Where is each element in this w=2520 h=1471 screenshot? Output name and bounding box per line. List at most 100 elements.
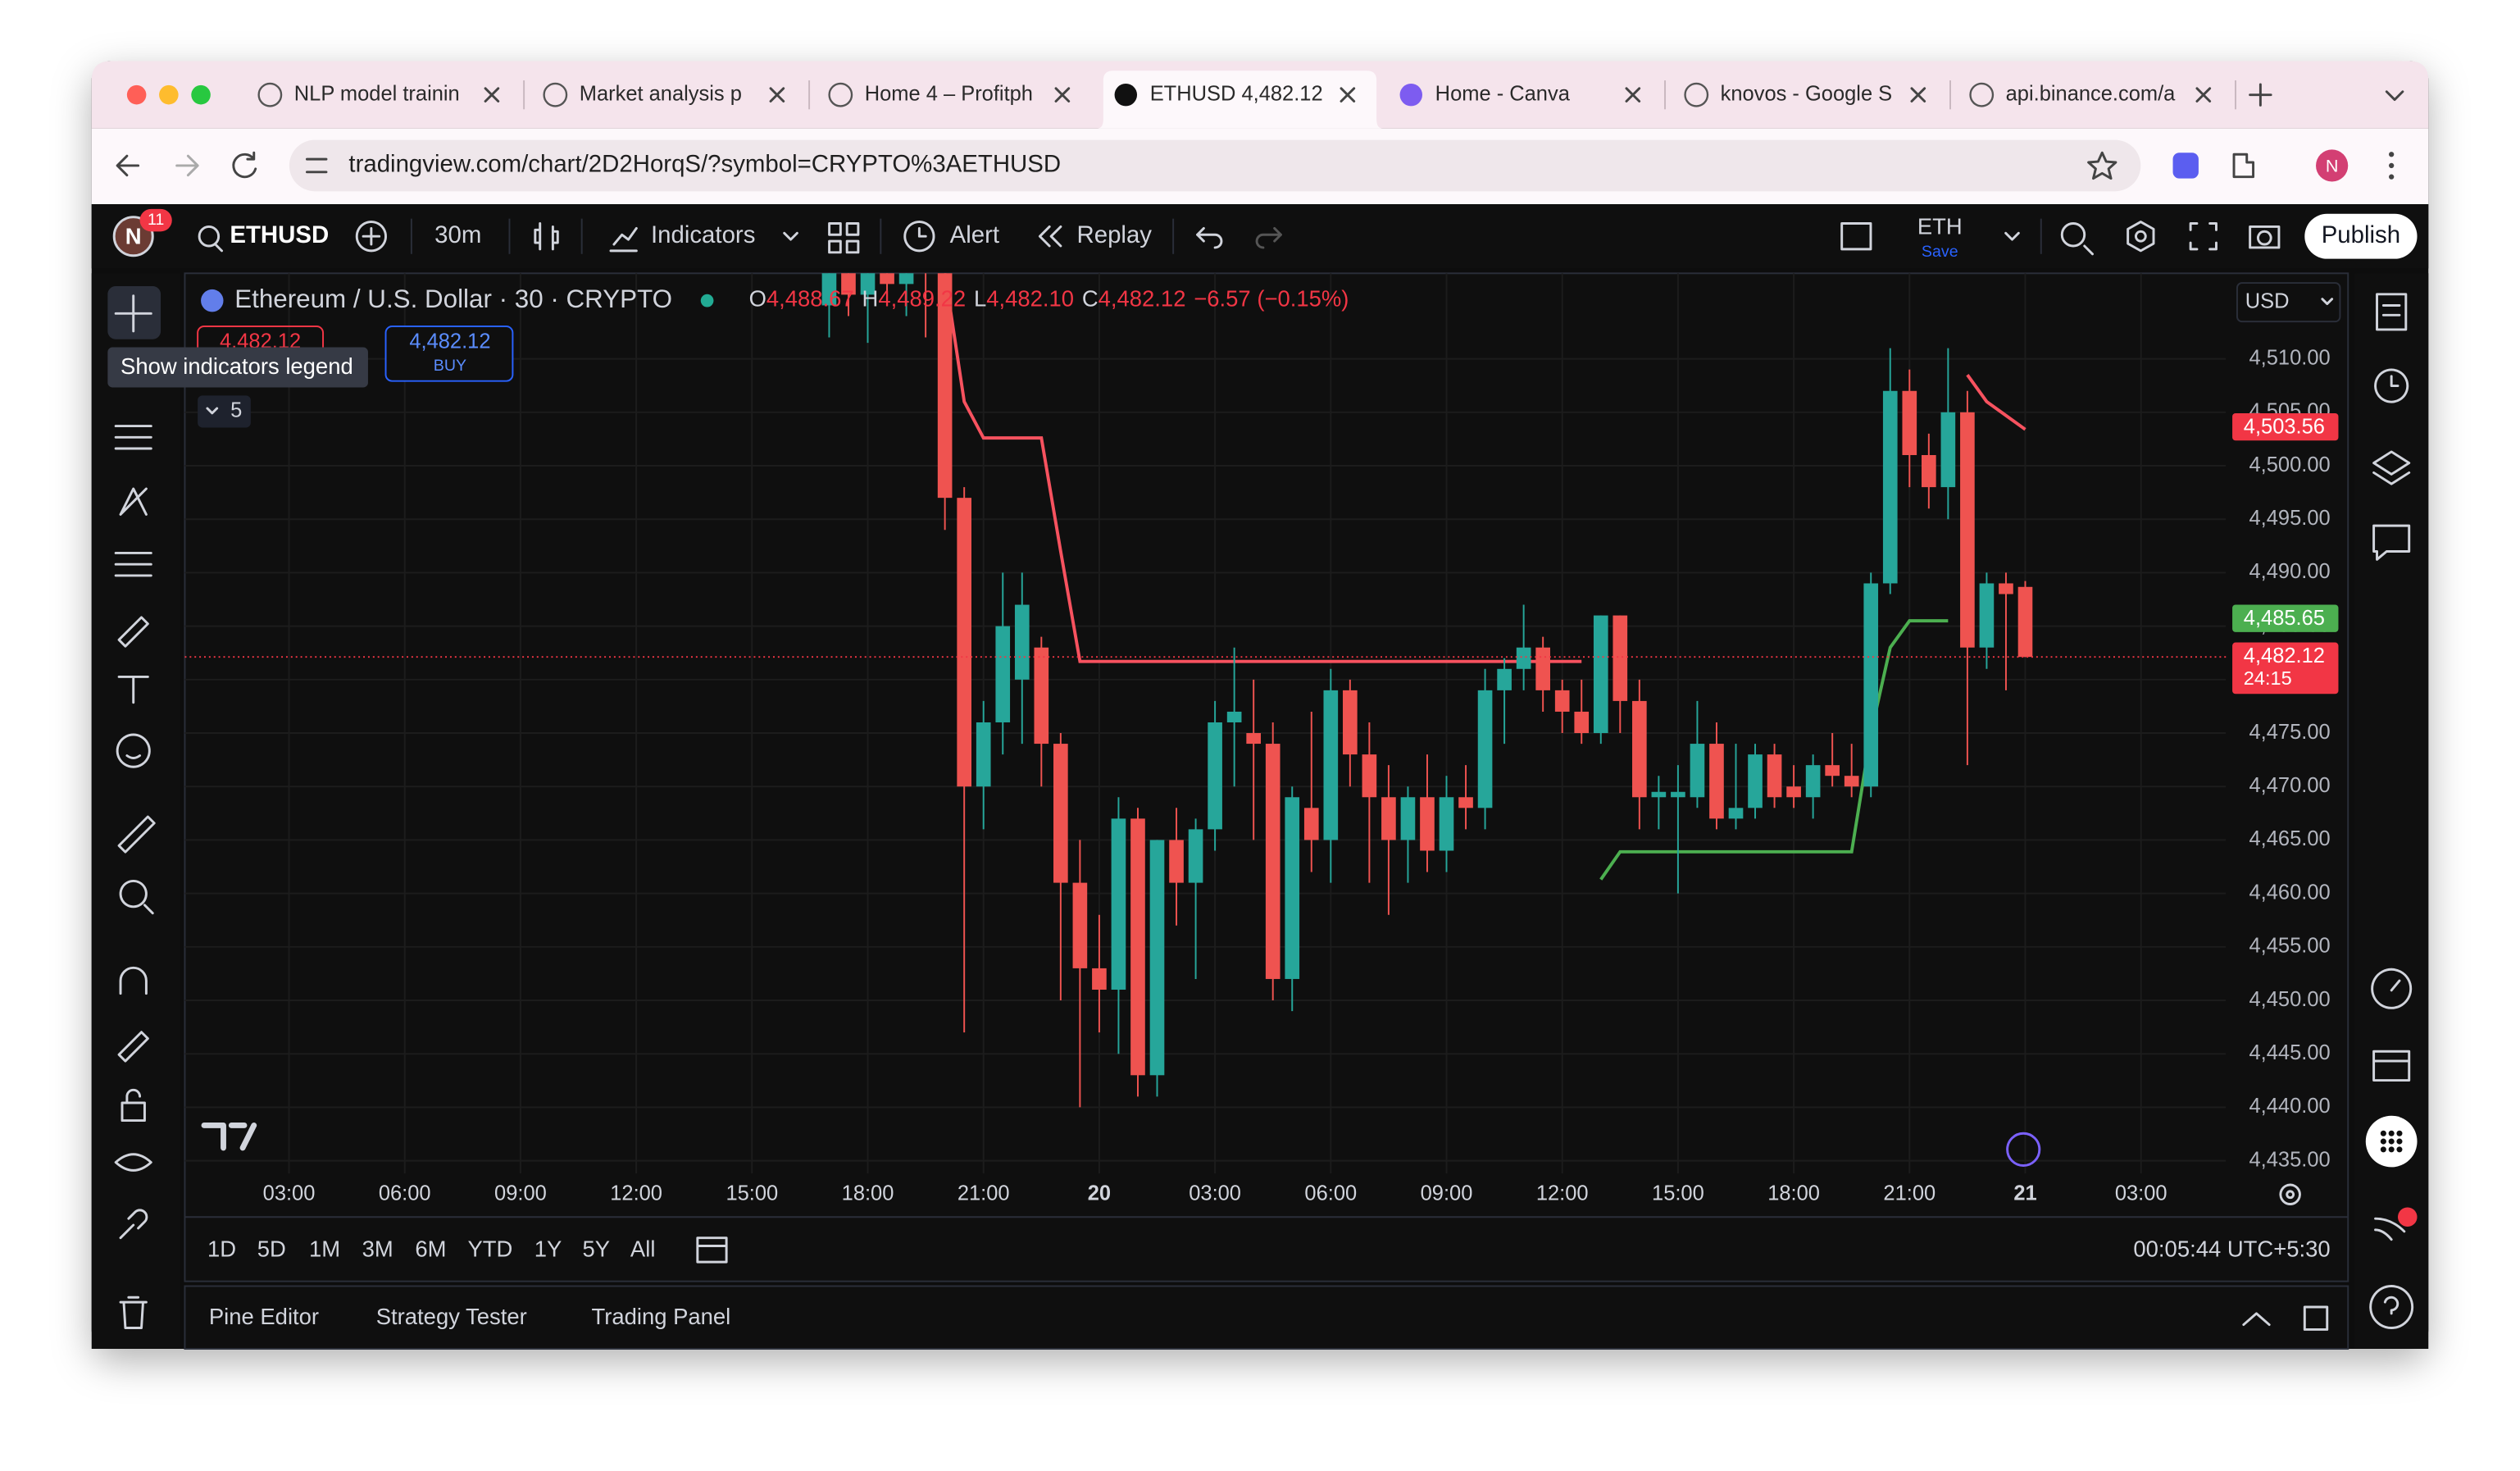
toggle-caret[interactable]	[206, 407, 219, 415]
redo[interactable]	[1255, 226, 1282, 249]
replay[interactable]: Replay	[1077, 221, 1153, 248]
drawing-tool[interactable]	[119, 487, 148, 516]
goto-date[interactable]	[696, 1236, 728, 1264]
search-icon[interactable]	[198, 225, 224, 253]
drawing-tool[interactable]	[114, 425, 152, 450]
extension[interactable]	[2172, 153, 2199, 179]
tab-title[interactable]: NLP model trainin	[294, 82, 460, 105]
period[interactable]: 1Y	[534, 1236, 562, 1262]
layout-menu[interactable]	[2004, 231, 2020, 241]
period[interactable]: 1D	[207, 1236, 236, 1262]
widget[interactable]	[2374, 368, 2409, 403]
profile[interactable]	[2316, 149, 2349, 182]
widget[interactable]	[2372, 450, 2411, 485]
widget[interactable]	[2372, 524, 2411, 561]
tab-close[interactable]	[1910, 87, 1926, 102]
layouts[interactable]	[828, 222, 860, 254]
tab-title[interactable]: Home 4 – Profitph	[865, 82, 1033, 105]
window-control[interactable]	[191, 84, 211, 105]
window-control[interactable]	[126, 84, 147, 105]
indicator-toggle[interactable]	[198, 395, 251, 428]
alert-icon[interactable]	[903, 221, 935, 253]
new-tab[interactable]	[2249, 83, 2272, 107]
settings[interactable]	[2127, 221, 2155, 253]
indicators[interactable]: Indicators	[651, 221, 755, 248]
drawing-tool[interactable]	[119, 879, 154, 915]
drawing-tool[interactable]	[117, 616, 149, 648]
alert[interactable]: Alert	[950, 221, 999, 248]
tab-title[interactable]: ETHUSD 4,482.12	[1150, 82, 1323, 105]
drawing-tool[interactable]	[114, 1153, 152, 1172]
symbol[interactable]: ETHUSD	[230, 221, 329, 248]
drawing-tool[interactable]	[121, 1088, 146, 1123]
replay-icon[interactable]	[1038, 225, 1062, 248]
forward[interactable]	[175, 154, 199, 177]
bookmark[interactable]	[2087, 151, 2117, 180]
tab-close[interactable]	[1340, 87, 1356, 102]
window-control[interactable]	[159, 84, 179, 105]
tab-close[interactable]	[1054, 87, 1071, 102]
reload[interactable]	[232, 151, 257, 179]
fullscreen-mode[interactable]	[1840, 222, 1872, 251]
bottom-tab[interactable]: Trading Panel	[591, 1304, 730, 1329]
drawing-tool[interactable]	[119, 1209, 148, 1240]
period[interactable]: 1M	[309, 1236, 340, 1262]
templates[interactable]	[783, 231, 798, 241]
interval[interactable]: 30m	[434, 221, 481, 248]
bottom-tab[interactable]: Pine Editor	[209, 1304, 319, 1329]
widget[interactable]	[2374, 1217, 2406, 1241]
extensions[interactable]	[2232, 153, 2255, 179]
back[interactable]	[116, 154, 140, 177]
active-tab[interactable]	[1097, 71, 1383, 129]
publish-button[interactable]	[2304, 213, 2418, 259]
drawing-tool[interactable]	[114, 551, 152, 577]
tab-title[interactable]: api.binance.com/a	[2006, 82, 2177, 105]
candle-body	[1554, 690, 1570, 712]
tv-logo[interactable]	[201, 1123, 257, 1151]
compare[interactable]	[355, 221, 387, 253]
drawing-tool[interactable]	[117, 675, 149, 704]
period[interactable]: 5D	[257, 1236, 286, 1262]
snapshot[interactable]	[2249, 225, 2281, 249]
indicators-icon[interactable]	[609, 226, 638, 253]
period[interactable]: 5Y	[583, 1236, 611, 1262]
fullscreen[interactable]	[2189, 222, 2218, 251]
panel-maximize[interactable]	[2303, 1305, 2329, 1331]
axis-settings[interactable]	[2279, 1183, 2301, 1205]
undo[interactable]	[1196, 226, 1223, 249]
period[interactable]: 6M	[415, 1236, 446, 1262]
tab-title[interactable]: Market analysis p	[580, 82, 742, 105]
candle-body	[841, 273, 856, 295]
period[interactable]: 3M	[362, 1236, 393, 1262]
tab-close[interactable]	[1625, 87, 1641, 102]
period[interactable]: YTD	[468, 1236, 513, 1262]
candle-body	[880, 273, 894, 285]
crosshair[interactable]	[114, 294, 152, 333]
widget[interactable]	[2376, 293, 2408, 331]
bottom-tab[interactable]: Strategy Tester	[376, 1304, 527, 1329]
drawing-tool[interactable]	[117, 1031, 149, 1063]
drawing-tool[interactable]	[119, 1296, 148, 1329]
period[interactable]: All	[630, 1236, 655, 1262]
panel-collapse[interactable]	[2242, 1312, 2271, 1327]
tab-close[interactable]	[2195, 87, 2212, 102]
tab-title[interactable]: knovos - Google S	[1721, 82, 1893, 105]
currency-select[interactable]	[2236, 282, 2341, 323]
layout-name[interactable]: ETH	[1917, 214, 1963, 239]
drawing-tool[interactable]	[119, 966, 148, 995]
tab-close[interactable]	[484, 87, 500, 102]
drawing-tool[interactable]	[116, 733, 151, 768]
chart-type[interactable]	[534, 222, 559, 251]
currency-caret[interactable]	[2321, 298, 2334, 306]
quick-search[interactable]	[2060, 222, 2094, 256]
buy-button[interactable]	[384, 326, 514, 382]
tab-search[interactable]	[2385, 90, 2404, 102]
url[interactable]: tradingview.com/chart/2D2HorqS/?symbol=C…	[348, 151, 1061, 178]
drawing-tool[interactable]	[117, 815, 156, 854]
widget[interactable]	[2371, 968, 2413, 1009]
tab-title[interactable]: Home - Canva	[1435, 82, 1571, 105]
site-info[interactable]	[305, 157, 328, 174]
widget[interactable]	[2372, 1050, 2411, 1082]
tab-close[interactable]	[769, 87, 785, 102]
widget[interactable]	[2369, 1285, 2414, 1329]
